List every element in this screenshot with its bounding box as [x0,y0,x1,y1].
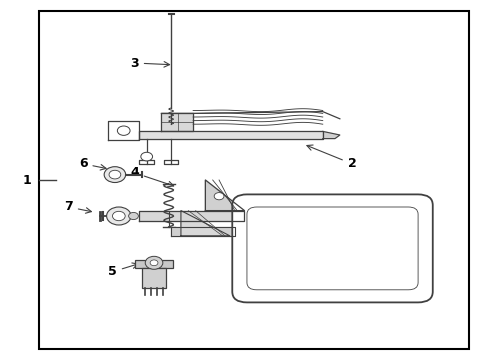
Polygon shape [171,227,234,236]
Text: 7: 7 [64,201,91,213]
Text: 2: 2 [306,145,356,170]
Circle shape [104,167,125,183]
Text: 4: 4 [130,166,173,187]
Polygon shape [139,131,322,139]
Polygon shape [139,211,244,221]
FancyBboxPatch shape [232,194,432,302]
Circle shape [145,256,163,269]
Bar [135,260,172,268]
Text: 6: 6 [79,157,106,170]
Circle shape [128,212,138,220]
Polygon shape [181,211,229,236]
Polygon shape [322,131,339,139]
Circle shape [109,170,121,179]
Bar [39,11,468,349]
Bar [142,268,166,288]
Circle shape [106,207,131,225]
Circle shape [112,211,125,221]
Circle shape [214,193,224,200]
Polygon shape [161,113,193,131]
Text: 3: 3 [130,57,169,69]
Text: 1: 1 [22,174,31,186]
Circle shape [141,152,152,161]
Text: 5: 5 [108,263,138,278]
Circle shape [117,126,130,135]
Polygon shape [205,180,244,211]
Circle shape [150,260,158,266]
